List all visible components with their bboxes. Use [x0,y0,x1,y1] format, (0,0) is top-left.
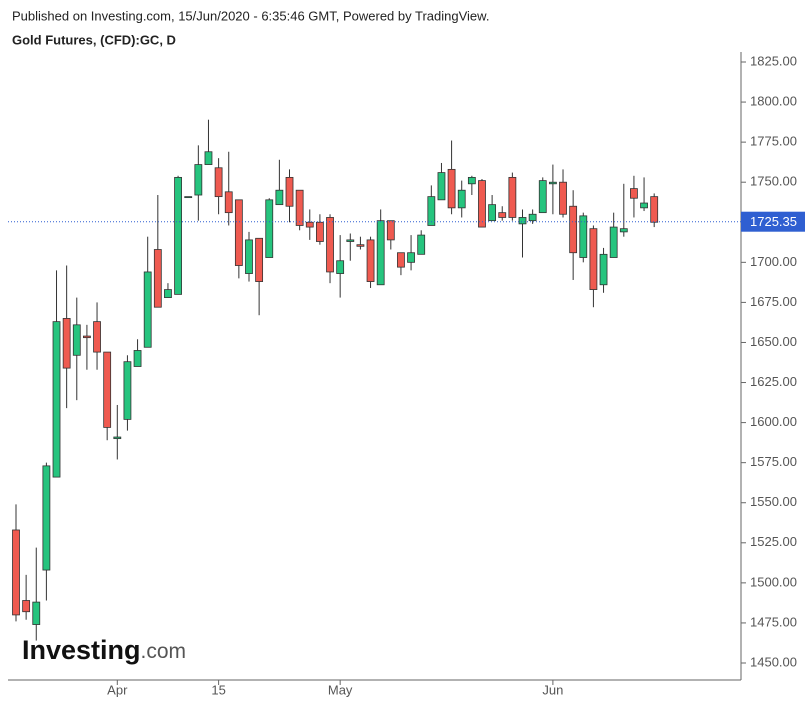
y-tick-label: 1750.00 [750,174,797,189]
candle-body [174,176,182,295]
candle-body [417,234,426,255]
y-tick-label: 1550.00 [750,494,797,509]
candle-body [397,252,405,268]
candle-body [12,529,20,616]
candle-body [630,188,638,199]
candle-body [538,180,547,214]
candle-body [62,318,71,369]
candle-body [275,189,284,206]
candle-body [559,181,567,215]
candle-body [366,239,375,282]
candle-body [184,196,193,199]
candle-body [528,213,537,222]
candle-body [427,196,436,226]
candle-body [457,189,466,209]
candle-body [589,228,598,290]
candle-body [488,204,497,222]
watermark-domain: .com [141,640,187,663]
candle-body [164,289,172,298]
candle-body [467,176,476,185]
y-tick-label: 1500.00 [750,574,797,589]
y-tick-label: 1475.00 [750,614,797,629]
candle-body [619,228,628,233]
published-note: Published on Investing.com, 15/Jun/2020 … [12,8,489,23]
candle-body [640,202,648,209]
candle-body [376,220,385,286]
x-tick-label: Jun [542,682,563,697]
candle-body [42,465,51,571]
candle-body [224,191,233,214]
y-tick-label: 1450.00 [750,654,797,669]
candle-body [599,253,608,286]
y-tick-label: 1650.00 [750,334,797,349]
candle-body [133,350,142,367]
candle-body [346,239,355,242]
candle-body [518,217,527,225]
watermark-brand: Investing [22,635,141,665]
y-tick-label: 1525.00 [750,534,797,549]
candle-body [508,176,517,218]
candle-body [548,181,557,185]
candle-body [326,217,334,273]
candle-body [315,221,324,242]
candle-body [103,351,112,428]
candle-body [305,221,314,228]
candle-body [265,199,274,258]
candle-body [255,237,264,282]
last-price-box [741,211,805,232]
candle-body [52,321,61,478]
candle-body [123,361,132,420]
candle-body [437,172,446,201]
candle-body [83,335,91,339]
y-tick-label: 1675.00 [750,294,797,309]
candle-body [32,601,41,625]
x-tick-label: Apr [107,682,128,697]
candle-body [214,167,223,198]
candle-body [285,176,294,207]
x-tick-label: 15 [211,682,225,697]
chart-title: Gold Futures, (CFD):GC, D [12,32,176,47]
x-tick-label: May [328,682,353,697]
candle-body [143,271,152,348]
candle-body [93,321,101,353]
candle-body [72,324,81,356]
candle-body [113,436,122,440]
candle-body [336,260,345,274]
candle-body [386,220,395,241]
y-tick-label: 1625.00 [750,374,797,389]
candle-body [447,168,456,209]
y-tick-label: 1800.00 [750,94,797,109]
candle-body [153,249,162,308]
candle-body [295,189,304,226]
candle-body [245,239,253,274]
candle-body [579,215,588,258]
y-tick-label: 1600.00 [750,414,797,429]
candle-body [356,244,365,247]
candle-body [478,180,486,228]
candle-body [498,212,507,218]
y-tick-label: 1775.00 [750,134,797,149]
candle-body [569,205,578,254]
y-tick-label: 1825.00 [750,53,797,68]
candle-body [204,151,213,165]
candle-body [407,252,415,263]
watermark: Investing.com [22,635,186,665]
candle-body [194,164,203,196]
y-tick-label: 1700.00 [750,254,797,269]
candle-body [650,196,659,223]
candle-body [234,199,243,266]
last-price-label: 1725.35 [750,214,797,229]
y-tick-label: 1575.00 [750,454,797,469]
candle-body [22,600,31,613]
candle-body [609,226,618,258]
